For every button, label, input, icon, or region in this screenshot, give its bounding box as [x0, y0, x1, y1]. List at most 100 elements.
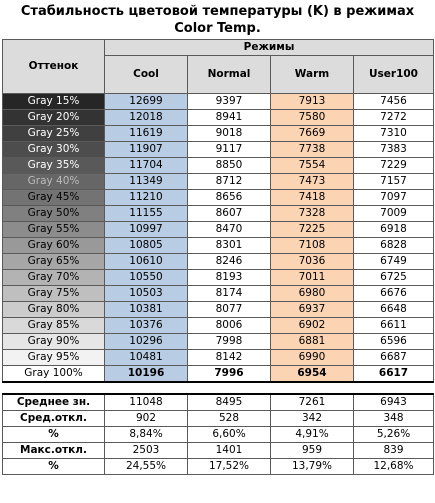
table-row: Gray 15% 12699 9397 7913 7456	[2, 93, 435, 110]
stat-value: 959	[270, 442, 354, 459]
warm-value: 7108	[270, 237, 354, 254]
user100-value: 7272	[352, 109, 435, 126]
cool-value: 10376	[104, 317, 188, 334]
warm-value: 6990	[270, 349, 354, 366]
stat-row: % 24,55% 17,52% 13,79% 12,68%	[2, 458, 435, 475]
shade-label: Gray 85%	[2, 317, 105, 334]
user100-value: 6687	[352, 349, 435, 366]
user100-value: 6828	[352, 237, 435, 254]
warm-value: 7738	[270, 141, 354, 158]
shade-label: Gray 35%	[2, 157, 105, 174]
stat-value: 11048	[104, 393, 188, 411]
warm-value: 7418	[270, 189, 354, 206]
user100-value: 7310	[352, 125, 435, 142]
stat-label: Среднее зн.	[2, 393, 105, 411]
table-row: Gray 30% 11907 9117 7738 7383	[2, 141, 435, 158]
user100-value: 6648	[352, 301, 435, 318]
cool-value: 10805	[104, 237, 188, 254]
table-row: Gray 25% 11619 9018 7669 7310	[2, 125, 435, 142]
shade-label: Gray 30%	[2, 141, 105, 158]
cool-value: 10381	[104, 301, 188, 318]
stat-value: 342	[270, 410, 354, 427]
warm-value: 6881	[270, 333, 354, 350]
user100-value: 7009	[352, 205, 435, 222]
chart-title: Стабильность цветовой температуры (K) в …	[20, 4, 415, 36]
stat-label: Сред.откл.	[2, 410, 105, 427]
cool-value: 11704	[104, 157, 188, 174]
normal-value: 7996	[187, 365, 271, 383]
warm-value: 7554	[270, 157, 354, 174]
cool-value: 12699	[104, 93, 188, 110]
measurement-rows: Gray 15% 12699 9397 7913 7456 Gray 20% 12018 89…	[2, 93, 435, 383]
normal-value: 8077	[187, 301, 271, 318]
cool-value: 10503	[104, 285, 188, 302]
warm-value: 6954	[270, 365, 354, 383]
normal-value: 8246	[187, 253, 271, 270]
cool-value: 10550	[104, 269, 188, 286]
table-row: Gray 95% 10481 8142 6990 6687	[2, 349, 435, 366]
shade-label: Gray 95%	[2, 349, 105, 366]
stat-value: 12,68%	[352, 458, 435, 475]
normal-value: 8301	[187, 237, 271, 254]
stat-value: 17,52%	[187, 458, 271, 475]
shade-label: Gray 90%	[2, 333, 105, 350]
shade-label: Gray 70%	[2, 269, 105, 286]
stat-value: 6,60%	[187, 426, 271, 443]
shade-label: Gray 15%	[2, 93, 105, 110]
cool-value: 11349	[104, 173, 188, 190]
warm-value: 7669	[270, 125, 354, 142]
stat-value: 902	[104, 410, 188, 427]
warm-value: 6980	[270, 285, 354, 302]
statistics-rows: Среднее зн. 11048 8495 7261 6943 Сред.откл. 90…	[2, 381, 435, 475]
stat-value: 7261	[270, 393, 354, 411]
shade-label: Gray 60%	[2, 237, 105, 254]
normal-value: 8941	[187, 109, 271, 126]
separator-row	[2, 381, 434, 395]
stat-row: Сред.откл. 902 528 342 348	[2, 410, 435, 427]
mode-header-user100: User100	[352, 55, 435, 94]
shade-column-header: Оттенок	[2, 39, 105, 94]
normal-value: 8006	[187, 317, 271, 334]
table-row: Gray 60% 10805 8301 7108 6828	[2, 237, 435, 254]
normal-value: 8712	[187, 173, 271, 190]
stat-value: 348	[352, 410, 435, 427]
cool-value: 10296	[104, 333, 188, 350]
mode-header-normal: Normal	[187, 55, 271, 94]
shade-label: Gray 40%	[2, 173, 105, 190]
table-row: Gray 35% 11704 8850 7554 7229	[2, 157, 435, 174]
shade-label: Gray 55%	[2, 221, 105, 238]
warm-value: 7913	[270, 93, 354, 110]
user100-value: 6725	[352, 269, 435, 286]
stat-value: 6943	[352, 393, 435, 411]
cool-value: 10481	[104, 349, 188, 366]
cool-value: 11210	[104, 189, 188, 206]
shade-label: Gray 80%	[2, 301, 105, 318]
normal-value: 8607	[187, 205, 271, 222]
stat-value: 2503	[104, 442, 188, 459]
shade-label: Gray 100%	[2, 365, 105, 383]
warm-value: 7225	[270, 221, 354, 238]
normal-value: 8193	[187, 269, 271, 286]
stat-row: % 8,84% 6,60% 4,91% 5,26%	[2, 426, 435, 443]
warm-value: 7580	[270, 109, 354, 126]
normal-value: 8174	[187, 285, 271, 302]
user100-value: 7097	[352, 189, 435, 206]
user100-value: 6676	[352, 285, 435, 302]
normal-value: 8142	[187, 349, 271, 366]
stat-row: Среднее зн. 11048 8495 7261 6943	[2, 393, 435, 411]
table-row: Gray 65% 10610 8246 7036 6749	[2, 253, 435, 270]
table-row: Gray 100% 10196 7996 6954 6617	[2, 365, 435, 383]
normal-value: 8470	[187, 221, 271, 238]
shade-label: Gray 20%	[2, 109, 105, 126]
warm-value: 7011	[270, 269, 354, 286]
user100-value: 7157	[352, 173, 435, 190]
normal-value: 8656	[187, 189, 271, 206]
stat-value: 8495	[187, 393, 271, 411]
cool-value: 10196	[104, 365, 188, 383]
stat-label: %	[2, 458, 105, 475]
cool-value: 11155	[104, 205, 188, 222]
stat-value: 528	[187, 410, 271, 427]
mode-header-cool: Cool	[104, 55, 188, 94]
table-row: Gray 40% 11349 8712 7473 7157	[2, 173, 435, 190]
